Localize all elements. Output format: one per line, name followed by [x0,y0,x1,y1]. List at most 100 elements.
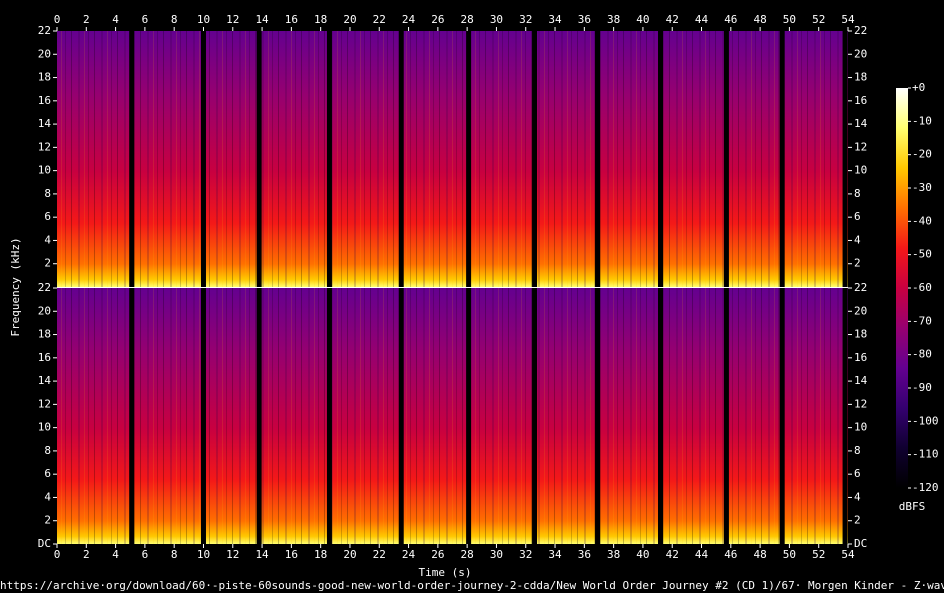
y-tick-label-right: 18 [854,71,867,84]
x-tick-label-top: 54 [841,13,855,26]
x-tick-label-top: 24 [402,13,416,26]
x-tick-label-top: 6 [142,13,149,26]
colorbar-tick-label: -70 [912,314,932,327]
x-tick-label: 4 [112,548,119,561]
y-tick-label-right: 14 [854,374,868,387]
colorbar-tick-label: -110 [912,448,939,461]
colorbar-tick-label: -40 [912,214,932,227]
x-tick-label-top: 2 [83,13,90,26]
y-tick-label: DC [38,537,51,550]
x-tick-label-top: 8 [171,13,178,26]
x-tick-label: 32 [519,548,532,561]
x-tick-label-top: 50 [783,13,796,26]
x-tick-label-top: 0 [54,13,61,26]
y-tick-label: 4 [44,490,51,503]
y-tick-label: 20 [38,304,51,317]
y-tick-label: 22 [38,24,51,37]
x-tick-label-top: 52 [812,13,825,26]
y-tick-label-right: 10 [854,421,867,434]
x-tick-label: 28 [461,548,474,561]
x-tick-label-top: 46 [724,13,737,26]
x-tick-label-top: 36 [578,13,591,26]
y-tick-label: 16 [38,351,51,364]
x-tick-label: 48 [753,548,766,561]
y-tick-label-right: 16 [854,94,867,107]
x-tick-label: 40 [636,548,649,561]
x-tick-label: 42 [666,548,679,561]
y-tick-label-right: 6 [854,467,861,480]
x-tick-label-top: 30 [490,13,503,26]
x-tick-label-top: 38 [607,13,620,26]
x-axis-label: Time (s) [419,566,472,579]
x-tick-label-top: 48 [753,13,766,26]
y-tick-label-right: 2 [854,257,861,270]
y-tick-label-right: 20 [854,304,867,317]
colorbar-tick-label: -80 [912,348,932,361]
x-tick-label-top: 22 [373,13,386,26]
y-tick-label-right: 10 [854,164,867,177]
y-tick-label: 14 [38,117,52,130]
y-tick-label: 14 [38,374,52,387]
x-tick-label: 54 [841,548,855,561]
y-tick-label-right: 2 [854,514,861,527]
x-tick-label: 24 [402,548,416,561]
y-tick-label-right: 6 [854,210,861,223]
x-tick-label: 16 [285,548,298,561]
y-tick-label-right: 16 [854,351,867,364]
colorbar-tick-label: -10 [912,114,932,127]
colorbar-tick-label: +0 [912,81,925,94]
x-tick-label: 26 [431,548,444,561]
x-tick-label-top: 40 [636,13,649,26]
x-tick-label-top: 34 [548,13,562,26]
colorbar-tick-label: -50 [912,248,932,261]
colorbar-tick-label: -30 [912,181,932,194]
x-tick-label-top: 42 [666,13,679,26]
x-tick-label: 44 [695,548,709,561]
y-tick-label: 8 [44,187,51,200]
y-tick-label: 12 [38,140,51,153]
colorbar-tick-label: -90 [912,381,932,394]
x-tick-label-top: 20 [343,13,356,26]
colorbar-tick-label: -60 [912,281,932,294]
x-tick-label-top: 4 [112,13,119,26]
x-tick-label: 20 [343,548,356,561]
x-tick-label: 6 [142,548,149,561]
y-tick-label-right: 8 [854,444,861,457]
x-tick-label: 0 [54,548,61,561]
y-tick-label: 16 [38,94,51,107]
x-tick-label: 12 [226,548,239,561]
y-tick-label: 6 [44,467,51,480]
y-tick-label-right: 22 [854,24,867,37]
x-tick-label: 52 [812,548,825,561]
x-tick-label: 46 [724,548,737,561]
colorbar-tick-label: -20 [912,148,932,161]
x-tick-label: 50 [783,548,796,561]
source-path: https://archive·org/download/60·-piste-6… [0,579,944,592]
x-tick-label: 10 [197,548,210,561]
x-tick-label-top: 44 [695,13,709,26]
x-tick-label-top: 26 [431,13,444,26]
y-tick-label-right: 12 [854,140,867,153]
y-tick-label: 20 [38,47,51,60]
y-tick-label: 8 [44,444,51,457]
colorbar-label: dBFS [899,500,926,513]
colorbar-tick-label: -100 [912,414,939,427]
x-tick-label-top: 18 [314,13,327,26]
y-tick-label: 10 [38,164,51,177]
x-tick-label: 8 [171,548,178,561]
y-tick-label-right: 22 [854,281,867,294]
y-tick-label: 4 [44,233,51,246]
spectrogram-texture [57,288,848,544]
x-tick-label: 38 [607,548,620,561]
y-tick-label: 18 [38,71,51,84]
y-tick-label: 2 [44,257,51,270]
x-tick-label-top: 28 [461,13,474,26]
x-tick-label: 22 [373,548,386,561]
spectrogram-texture [57,31,848,287]
x-tick-label: 14 [255,548,269,561]
y-tick-label: 22 [38,281,51,294]
y-tick-label-right: 14 [854,117,868,130]
x-tick-label-top: 14 [255,13,269,26]
y-tick-label: 12 [38,397,51,410]
y-tick-label-right: 8 [854,187,861,200]
